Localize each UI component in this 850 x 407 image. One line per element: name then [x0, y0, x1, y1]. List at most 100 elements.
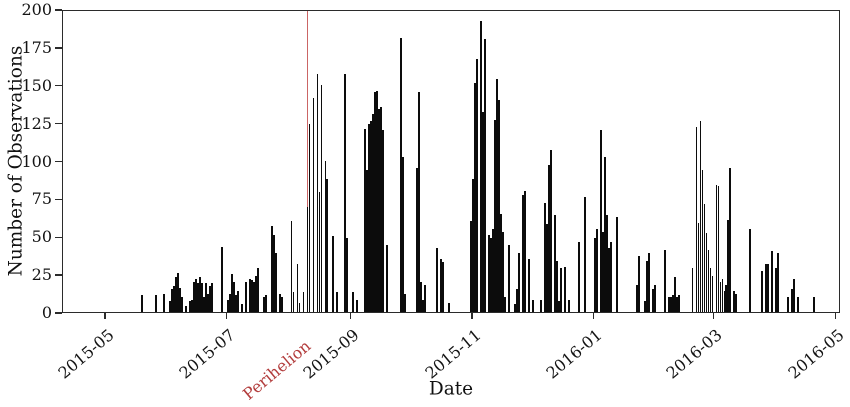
y-tick: [55, 198, 62, 201]
bar: [244, 281, 247, 312]
bar: [418, 92, 421, 312]
bar: [555, 260, 558, 312]
x-axis-label: Date: [428, 378, 474, 400]
bar: [318, 192, 321, 312]
y-tick-label: 0: [41, 303, 52, 322]
x-tick-label: 2016-01: [542, 325, 606, 383]
bar: [278, 293, 281, 312]
bar: [516, 289, 518, 312]
bar: [372, 113, 375, 312]
bar: [326, 178, 329, 312]
bar: [697, 222, 700, 312]
y-tick-label: 100: [21, 151, 52, 171]
bar: [637, 255, 640, 312]
bar: [204, 283, 207, 312]
bar: [699, 121, 702, 312]
bar: [190, 299, 193, 312]
bar: [797, 296, 800, 312]
bar: [252, 281, 255, 312]
bar: [651, 289, 654, 312]
bar: [176, 272, 179, 312]
bar: [382, 130, 385, 312]
bar: [488, 234, 490, 312]
y-tick: [55, 122, 62, 125]
bar: [775, 268, 778, 312]
bar: [206, 293, 209, 312]
bar: [168, 301, 171, 312]
bar: [402, 157, 405, 312]
bar: [671, 295, 674, 312]
bar: [378, 109, 381, 312]
bar: [302, 292, 305, 312]
bar: [422, 299, 425, 312]
bar: [248, 278, 251, 312]
bar: [522, 195, 524, 312]
bar: [703, 204, 706, 312]
bar: [366, 169, 369, 312]
bar: [376, 90, 379, 312]
bar: [709, 268, 712, 312]
bar: [240, 304, 243, 312]
bar: [374, 92, 377, 312]
bar: [440, 258, 443, 312]
bar: [500, 213, 502, 312]
bar: [557, 301, 560, 312]
bar: [524, 190, 526, 312]
bar: [162, 293, 165, 312]
bar: [234, 295, 237, 312]
bar: [370, 121, 373, 312]
bar: [765, 263, 768, 312]
bar: [332, 236, 335, 312]
bar: [607, 248, 610, 312]
bar: [727, 219, 730, 312]
bar: [324, 160, 327, 312]
y-tick-label: 25: [31, 265, 52, 285]
bar: [262, 296, 265, 312]
bar: [595, 228, 598, 312]
bar: [272, 234, 275, 312]
bar: [643, 301, 646, 312]
bar: [436, 248, 439, 312]
bar: [400, 37, 403, 312]
bar: [577, 242, 580, 312]
bar: [208, 286, 211, 312]
bar: [609, 242, 612, 312]
bar: [306, 207, 309, 312]
bar: [729, 168, 732, 312]
y-tick: [55, 85, 62, 87]
bar: [442, 262, 445, 312]
bar: [514, 304, 516, 312]
y-tick: [55, 312, 62, 314]
bar: [721, 278, 724, 312]
bar: [543, 202, 546, 312]
bar: [553, 215, 556, 312]
bar: [547, 165, 550, 312]
y-tick: [55, 160, 62, 163]
bar: [202, 296, 205, 312]
bar: [767, 263, 770, 312]
bar: [793, 278, 796, 312]
bar: [593, 237, 596, 312]
bar: [723, 290, 726, 312]
y-tick-label: 200: [21, 0, 52, 19]
bar: [518, 252, 520, 312]
bar: [352, 292, 355, 312]
x-tick-label: 2015-05: [53, 325, 118, 383]
y-tick-label: 150: [21, 75, 52, 95]
bar: [308, 124, 311, 312]
bar: [508, 245, 510, 312]
bar: [226, 299, 229, 312]
bar: [719, 281, 722, 312]
bar: [346, 237, 349, 312]
bar: [707, 249, 710, 312]
bar: [344, 74, 347, 312]
bar: [645, 260, 648, 312]
y-tick: [55, 47, 62, 49]
bar: [749, 228, 752, 312]
bar: [184, 305, 187, 312]
x-tick: [349, 313, 352, 319]
bar: [356, 299, 359, 312]
x-tick: [834, 313, 836, 319]
bar: [192, 281, 195, 312]
bar: [673, 277, 676, 312]
